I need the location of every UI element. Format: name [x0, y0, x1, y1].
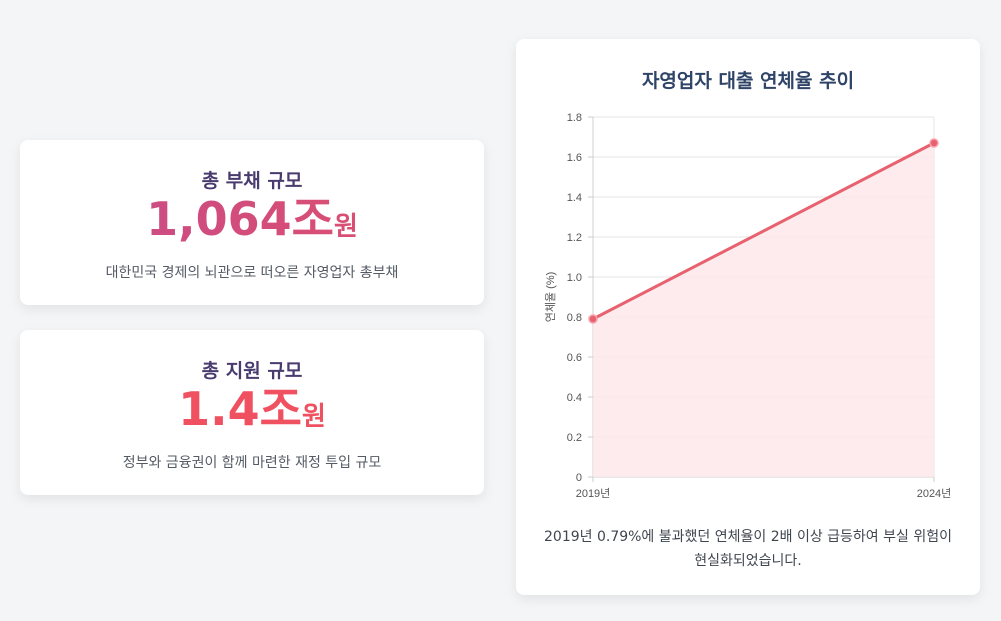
- y-tick-label: 1.0: [567, 272, 582, 284]
- series-area-fill: [593, 143, 934, 477]
- chart-caption: 2019년 0.79%에 불과했던 연체율이 2배 이상 급등하여 부실 위험이…: [544, 529, 952, 569]
- chart-title: 자영업자 대출 연체율 추이: [641, 70, 855, 92]
- y-tick-label: 0.6: [567, 352, 582, 364]
- y-tick-label: 1.8: [567, 112, 582, 124]
- y-tick-label: 0.4: [567, 392, 582, 404]
- total-debt-unit: 원: [333, 212, 358, 242]
- total-debt-title: 총 부채 규모: [201, 170, 303, 192]
- total-support-value: 1.4조원: [20, 386, 484, 432]
- total-debt-number: 1,064조: [146, 192, 334, 246]
- total-support-number: 1.4조: [178, 382, 302, 436]
- total-support-card: 총 지원 규모 1.4조원 정부와 금융권이 함께 마련한 재정 투입 규모: [20, 330, 484, 495]
- total-debt-value: 1,064조원: [20, 196, 484, 242]
- delinquency-chart-card: 자영업자 대출 연체율 추이 0 0.2 0.4 0.6 0.8 1.0 1.2 1.4 1.6…: [516, 39, 980, 595]
- y-tick-label: 0.8: [567, 312, 582, 324]
- delinquency-line-chart: 0 0.2 0.4 0.6 0.8 1.0 1.2 1.4 1.6 1.8 2019년 2024년 연체…: [544, 112, 952, 500]
- y-tick-label: 1.6: [567, 152, 582, 164]
- data-point: [929, 138, 939, 148]
- y-tick-label: 0: [576, 472, 582, 484]
- total-support-title: 총 지원 규모: [201, 360, 303, 382]
- y-tick-label: 0.2: [567, 432, 582, 444]
- y-tick-label: 1.4: [567, 192, 582, 204]
- x-tick-label: 2024년: [917, 487, 952, 500]
- y-axis-title: 연체율 (%): [544, 272, 557, 323]
- x-tick-label: 2019년: [576, 487, 611, 500]
- y-tick-label: 1.2: [567, 232, 582, 244]
- data-point: [588, 314, 598, 324]
- total-support-unit: 원: [301, 402, 326, 432]
- total-debt-description: 대한민국 경제의 뇌관으로 떠오른 자영업자 총부채: [105, 265, 399, 281]
- series-line: [592, 141, 935, 321]
- total-support-description: 정부와 금융권이 함께 마련한 재정 투입 규모: [122, 455, 382, 471]
- total-debt-card: 총 부채 규모 1,064조원 대한민국 경제의 뇌관으로 떠오른 자영업자 총…: [20, 140, 484, 305]
